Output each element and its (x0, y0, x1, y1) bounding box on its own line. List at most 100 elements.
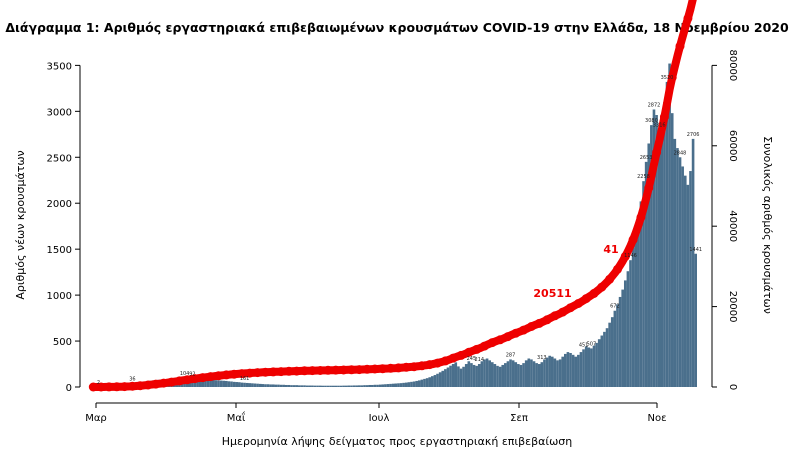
cumulative-point (230, 370, 239, 379)
bar (572, 355, 575, 387)
bar (444, 369, 447, 387)
bar (580, 352, 583, 387)
cumulative-point (308, 366, 317, 375)
cumulative-point (496, 335, 505, 344)
bar (522, 363, 525, 387)
cumulative-point (300, 366, 309, 375)
chart-title: Διάγραμμα 1: Αριθμός εργαστηριακά επιβεβ… (5, 20, 789, 35)
bar (509, 359, 512, 387)
cumulative-point (198, 373, 207, 382)
bar-data-label: 92 (189, 372, 195, 378)
bar (676, 148, 679, 387)
bar (548, 356, 551, 387)
bar (681, 166, 684, 387)
bar-data-label: 3316 (653, 123, 666, 129)
bar (546, 358, 549, 387)
bar (246, 383, 249, 387)
cumulative-point (214, 371, 223, 380)
bar (496, 366, 499, 387)
x-tick-label: Μαΐ (227, 410, 246, 424)
bar (402, 383, 405, 387)
bar (421, 380, 424, 387)
bar (410, 382, 413, 387)
bar (494, 364, 497, 387)
bar (423, 379, 426, 387)
cumulative-data-label: 41 (603, 243, 618, 256)
bar (582, 349, 585, 387)
y2-axis-label: Συνολικός αριθμός κρουσμάτων (761, 136, 774, 314)
bar (293, 385, 296, 387)
bar-data-label: 3520 (661, 75, 674, 81)
bar-data-label: 2872 (648, 103, 661, 109)
cumulative-point (269, 367, 278, 376)
cumulative-point (590, 289, 599, 298)
bar (468, 361, 471, 387)
bar (574, 357, 577, 387)
bar (585, 347, 588, 387)
bar (621, 290, 624, 387)
bar (277, 385, 280, 387)
right-tick-label: 60000 (727, 130, 738, 162)
bar-data-label: 2848 (674, 150, 687, 156)
bar (441, 371, 444, 387)
bar (679, 157, 682, 387)
bar (392, 384, 395, 387)
cumulative-point (550, 311, 559, 320)
bar (447, 368, 450, 387)
bar (259, 384, 262, 387)
bar (262, 384, 265, 387)
cumulative-point (457, 351, 466, 360)
bar (533, 361, 536, 387)
bar-data-label: 1146 (624, 253, 637, 259)
bar (327, 386, 330, 387)
bar (434, 375, 437, 387)
bar (298, 385, 301, 387)
cumulative-point (151, 380, 160, 389)
bar (301, 385, 304, 387)
bar (400, 383, 403, 387)
bar (251, 383, 254, 387)
bar (689, 171, 692, 387)
cumulative-point (535, 319, 544, 328)
right-tick-label: 40000 (727, 210, 738, 242)
cumulative-point (660, 113, 669, 122)
bar (228, 381, 231, 387)
left-tick-label: 0 (66, 383, 72, 394)
bar (692, 139, 695, 387)
bar (606, 328, 609, 387)
bar (332, 386, 335, 387)
bar (290, 385, 293, 387)
bars-layer (92, 64, 697, 387)
bar (285, 385, 288, 387)
bar (554, 359, 557, 387)
cumulative-point (433, 359, 442, 368)
bar-data-label: 287 (506, 352, 516, 358)
bar (371, 385, 374, 387)
bar (280, 385, 283, 387)
bar (520, 365, 523, 387)
bar (674, 139, 677, 387)
bar (577, 355, 580, 387)
x-axis-label: Ημερομηνία λήψης δείγματος προς εργαστηρ… (222, 435, 573, 448)
bar (601, 336, 604, 387)
bar (355, 385, 358, 387)
bar-data-label: 104 (180, 371, 190, 377)
bar (660, 121, 663, 387)
cumulative-point (206, 372, 215, 381)
bar (528, 359, 531, 387)
bar (663, 102, 666, 387)
cumulative-point (683, 14, 692, 23)
bar (507, 361, 510, 387)
cumulative-point (175, 376, 184, 385)
cumulative-point (519, 326, 528, 335)
cumulative-point (331, 366, 340, 375)
bar (629, 260, 632, 387)
left-tick-label: 1500 (47, 245, 72, 256)
left-tick-label: 3000 (47, 107, 72, 118)
bar (319, 386, 322, 387)
cumulative-point (347, 365, 356, 374)
bar (361, 385, 364, 387)
bar (353, 385, 356, 387)
bar (514, 362, 517, 387)
